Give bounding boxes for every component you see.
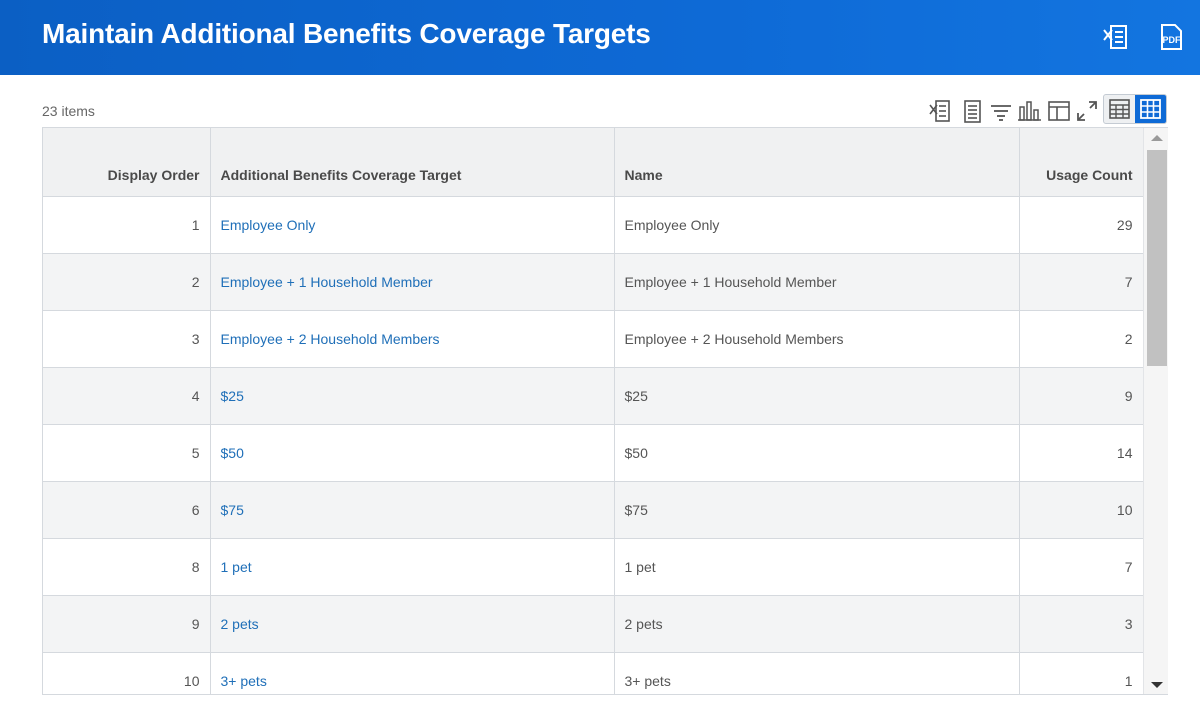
- display-order-cell: 8: [43, 538, 211, 596]
- table-row: 2 Employee + 1 Household Member Employee…: [43, 253, 1144, 311]
- pdf-export-icon[interactable]: PDF: [1156, 22, 1186, 52]
- display-order-cell: 2: [43, 253, 211, 311]
- coverage-target-link[interactable]: $75: [210, 481, 615, 539]
- name-cell: $25: [614, 367, 1020, 425]
- name-cell: $75: [614, 481, 1020, 539]
- data-grid: Display Order Additional Benefits Covera…: [42, 127, 1168, 695]
- usage-count-cell: 2: [1019, 310, 1144, 368]
- column-header-display-order[interactable]: Display Order: [43, 128, 211, 197]
- scrollbar-thumb[interactable]: [1147, 150, 1167, 366]
- chart-icon[interactable]: [1017, 98, 1043, 124]
- display-order-cell: 5: [43, 424, 211, 482]
- excel-export-icon[interactable]: [1102, 22, 1132, 52]
- display-order-cell: 9: [43, 595, 211, 653]
- usage-count-cell: 10: [1019, 481, 1144, 539]
- coverage-target-link[interactable]: Employee Only: [210, 196, 615, 254]
- table-row: 9 2 pets 2 pets 3: [43, 595, 1144, 653]
- name-cell: Employee + 1 Household Member: [614, 253, 1020, 311]
- grid-view-icon[interactable]: [1135, 95, 1166, 123]
- fullscreen-icon[interactable]: [1074, 98, 1100, 124]
- name-cell: 3+ pets: [614, 652, 1020, 694]
- name-cell: $50: [614, 424, 1020, 482]
- usage-count-cell: 3: [1019, 595, 1144, 653]
- table-row: 6 $75 $75 10: [43, 481, 1144, 539]
- excel-export-icon[interactable]: [928, 98, 954, 124]
- scroll-up-arrow-icon[interactable]: [1151, 135, 1163, 141]
- name-cell: Employee + 2 Household Members: [614, 310, 1020, 368]
- scroll-down-arrow-icon[interactable]: [1151, 682, 1163, 688]
- usage-count-cell: 14: [1019, 424, 1144, 482]
- coverage-target-link[interactable]: $50: [210, 424, 615, 482]
- pdf-icon-text: PDF: [1163, 35, 1182, 45]
- table-row: 8 1 pet 1 pet 7: [43, 538, 1144, 596]
- column-header-name[interactable]: Name: [614, 128, 1020, 197]
- display-order-cell: 6: [43, 481, 211, 539]
- table-row: 4 $25 $25 9: [43, 367, 1144, 425]
- name-cell: 1 pet: [614, 538, 1020, 596]
- display-order-cell: 3: [43, 310, 211, 368]
- usage-count-cell: 1: [1019, 652, 1144, 694]
- usage-count-cell: 7: [1019, 538, 1144, 596]
- table-row: 1 Employee Only Employee Only 29: [43, 196, 1144, 254]
- coverage-target-link[interactable]: Employee + 2 Household Members: [210, 310, 615, 368]
- coverage-target-link[interactable]: $25: [210, 367, 615, 425]
- table-view-icon[interactable]: [1104, 95, 1135, 123]
- view-toggle: [1103, 94, 1167, 124]
- row-details-icon[interactable]: [959, 98, 985, 124]
- column-header-usage-count[interactable]: Usage Count: [1019, 128, 1144, 197]
- name-cell: Employee Only: [614, 196, 1020, 254]
- usage-count-cell: 7: [1019, 253, 1144, 311]
- page-header: Maintain Additional Benefits Coverage Ta…: [0, 0, 1200, 75]
- usage-count-cell: 9: [1019, 367, 1144, 425]
- usage-count-cell: 29: [1019, 196, 1144, 254]
- coverage-target-link[interactable]: 2 pets: [210, 595, 615, 653]
- filter-icon[interactable]: [988, 98, 1014, 124]
- items-count: 23 items: [42, 103, 95, 119]
- name-cell: 2 pets: [614, 595, 1020, 653]
- page-title: Maintain Additional Benefits Coverage Ta…: [42, 18, 651, 49]
- table-row: 10 3+ pets 3+ pets 1: [43, 652, 1144, 694]
- coverage-target-link[interactable]: 1 pet: [210, 538, 615, 596]
- display-order-cell: 10: [43, 652, 211, 694]
- display-order-cell: 1: [43, 196, 211, 254]
- vertical-scrollbar[interactable]: [1143, 128, 1168, 694]
- table-row: 5 $50 $50 14: [43, 424, 1144, 482]
- column-header-coverage-target[interactable]: Additional Benefits Coverage Target: [210, 128, 615, 197]
- column-config-icon[interactable]: [1046, 98, 1072, 124]
- table-row: 3 Employee + 2 Household Members Employe…: [43, 310, 1144, 368]
- table-header-row: Display Order Additional Benefits Covera…: [43, 128, 1144, 197]
- coverage-targets-table: Display Order Additional Benefits Covera…: [43, 128, 1144, 694]
- coverage-target-link[interactable]: Employee + 1 Household Member: [210, 253, 615, 311]
- coverage-target-link[interactable]: 3+ pets: [210, 652, 615, 694]
- display-order-cell: 4: [43, 367, 211, 425]
